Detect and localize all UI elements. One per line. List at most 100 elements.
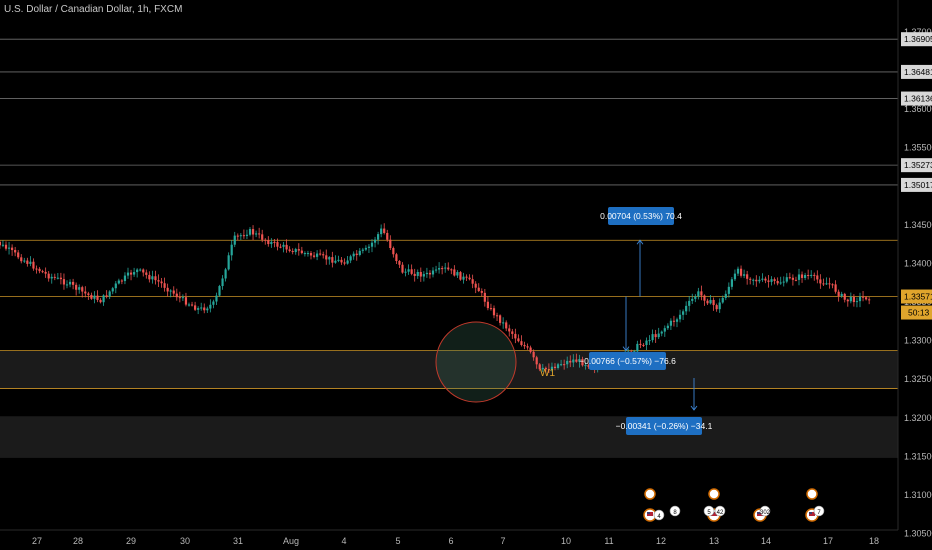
time-tick-label: 7 [500,536,505,546]
candle-body [194,305,197,310]
measure-box [608,207,674,225]
candle-body [367,246,371,248]
candle-body [773,279,776,281]
flag-canton [647,512,650,514]
candle-body [273,241,276,243]
measure-arrow-down-2-head [690,405,698,411]
candle-body [752,279,755,281]
event-top-icon [806,488,818,500]
candle-body [852,296,855,303]
candle-body [447,267,450,270]
candle-body [255,233,258,235]
candle-body [334,260,337,263]
candle-body [358,250,361,256]
price-tick-label: 1.32000 [904,413,932,423]
time-tick-label: 27 [32,536,42,546]
pattern-highlight-circle [435,321,517,403]
candle-body [404,271,407,273]
candle-body [108,291,111,297]
candle-body [849,296,852,302]
candle-body [169,290,172,292]
candle-body [99,299,102,303]
event-count-badge [669,505,681,517]
event-count-badge [703,505,715,517]
candle-body [56,277,59,279]
candle-body [410,269,413,274]
candle-body [532,351,535,358]
time-tick-label: 14 [761,536,771,546]
candle-body [145,272,148,275]
candle-body [398,261,401,265]
candle-body [749,278,752,280]
candle-body [517,338,520,342]
support-zone [0,350,898,389]
candle-body [776,280,779,284]
flag-canton [809,512,812,514]
measure-box [589,352,666,370]
candle-body [248,229,252,235]
candle-body [544,367,547,370]
candle-body [688,300,691,306]
candle-body [245,234,249,236]
candle-body [633,351,636,353]
candle-body [584,365,587,367]
candle-body [489,308,493,310]
candle-body [114,283,117,289]
level-price-text: 1.36481 [904,67,932,77]
candle-body [212,301,215,305]
candle-body [264,239,267,241]
candle-body [26,260,29,264]
candle-body [825,283,828,285]
candle-body [209,304,212,309]
candle-body [386,232,389,240]
level-price-tag [901,64,932,79]
candle-body [483,292,486,302]
candle-body [306,253,310,255]
event-top-icon [644,488,656,500]
candle-body [581,359,584,366]
candle-body [401,264,404,273]
candle-body [59,277,62,280]
candle-body [53,276,56,278]
countdown-text: 50:13 [908,308,930,318]
time-tick-label: 30 [180,536,190,546]
candle-body [654,334,657,338]
candle-body [297,249,300,251]
price-tick-label: 1.31500 [904,451,932,461]
time-tick-label: 29 [126,536,136,546]
candle-body [236,235,239,237]
candle-body [44,271,47,274]
candle-body [190,304,194,306]
candle-body [258,233,261,235]
candle-body [486,301,489,309]
time-tick-label: 10 [561,536,571,546]
candle-body [215,295,218,302]
candle-body [102,295,105,303]
candle-body [526,346,529,348]
candle-body [380,228,383,235]
candle-body [346,260,349,264]
candle-body [41,271,44,273]
candle-body [111,288,114,292]
candle-body [166,287,169,292]
event-count-text: 5 [707,510,711,516]
candle-body [514,333,517,339]
candle-body [813,274,816,276]
candle-body [718,302,721,310]
candle-body [175,293,178,298]
measure-box-text: 0.00704 (0.53%) 70.4 [600,211,682,221]
candle-body [669,320,672,326]
candle-body [520,341,523,345]
candle-body [456,272,459,276]
candle-body [553,366,557,369]
candle-body [797,274,801,280]
candle-body [666,325,669,329]
candle-body [578,359,581,362]
candle-body [560,364,563,366]
candle-body [840,293,843,297]
candle-body [691,298,694,301]
event-count-text: 4 [657,514,661,520]
candle-body [355,253,358,256]
candle-body [148,274,151,280]
